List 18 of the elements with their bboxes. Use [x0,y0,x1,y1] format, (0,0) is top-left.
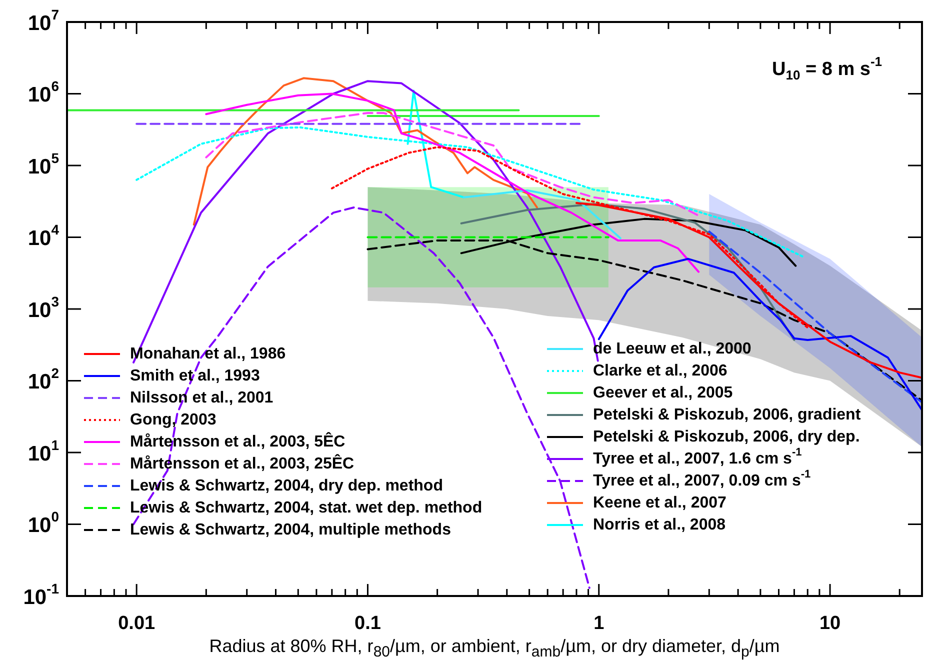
x-tick-label: 0.1 [354,613,382,634]
legend-label: Keene et al., 2007 [593,494,727,512]
legend-label: Clarke et al., 2006 [593,362,728,380]
x-tick-label: 10 [819,613,841,634]
legend-label: Petelski & Piskozub, 2006, dry dep. [593,428,860,446]
legend-label: Smith et al., 1993 [130,367,260,384]
legend-label: Petelski & Piskozub, 2006, gradient [593,406,862,424]
legend-label: Norris et al., 2008 [593,516,726,534]
legend-label: Geever et al., 2005 [593,384,733,402]
x-tick-label: 1 [594,613,605,634]
legend-label: Gong, 2003 [130,411,216,428]
x-axis-title: Radius at 80% RH, r$_{80}$/µm, or ambient, r$_{amb}$/µm, or dry diameter, d$_{p}$/µm [208,636,781,661]
legend-label: Mårtensson et al., 2003, 5ÊC [130,431,346,450]
x-tick-label: 0.01 [118,613,156,634]
legend-label: Mårtensson et al., 2003, 25ÊC [130,453,355,472]
legend-label: Nilsson et al., 2001 [130,389,274,406]
legend-label: Lewis & Schwartz, 2004, multiple methods [130,521,452,538]
legend-label: Lewis & Schwartz, 2004, dry dep. method [130,477,443,494]
